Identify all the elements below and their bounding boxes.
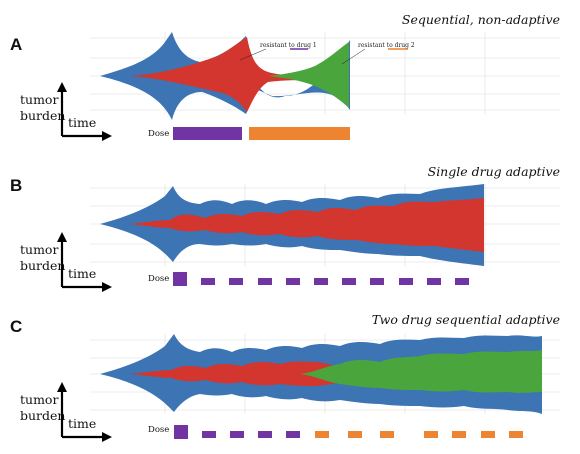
panel-c-dose-pulse-drug1 <box>286 431 300 438</box>
panel-c-y-label-1: tumor <box>20 392 58 407</box>
panel-c-letter: C <box>10 317 22 336</box>
panel-b-dose-pulse <box>427 278 441 285</box>
panel-a-resistant1-stream <box>130 37 318 112</box>
panel-b-dose-pulse <box>258 278 272 285</box>
panel-a-letter: A <box>10 35 22 54</box>
panel-c-dose-pulse-drug1 <box>202 431 216 438</box>
panel-a-axes <box>60 90 104 138</box>
panel-b-dose-pulse <box>342 278 356 285</box>
panel-b-y-arrow <box>57 232 67 242</box>
panel-b-dose-pulse <box>370 278 384 285</box>
panel-c-dose-pulse-drug2 <box>315 431 329 438</box>
panel-c-dose-pulse-drug2 <box>509 431 523 438</box>
panel-c-dose-pulse-drug2 <box>380 431 394 438</box>
panel-a-dose-drug2 <box>249 127 350 140</box>
panel-c-dose-pulse-drug1 <box>258 431 272 438</box>
panel-b-resistant1-stream <box>130 198 484 252</box>
panel-a-x-arrow <box>102 131 112 141</box>
panel-a-y-arrow <box>57 82 67 92</box>
panel-b-dose-pulse <box>286 278 300 285</box>
panel-a-dose-drug1 <box>173 127 242 140</box>
panel-c-dose-pulse-drug1 <box>230 431 244 438</box>
panel-a-resistant2-stream <box>268 42 349 108</box>
panel-a-title: Sequential, non-adaptive <box>402 12 560 27</box>
panel-a-y-label-2: burden <box>20 108 65 123</box>
panel-a: A Sequential, non-adaptive resistant to … <box>10 12 560 141</box>
panel-b-y-label-1: tumor <box>20 242 58 257</box>
panel-b-y-label-2: burden <box>20 258 65 273</box>
panel-c-dose-pulse-drug2 <box>481 431 495 438</box>
panel-a-x-label: time <box>68 115 96 130</box>
panel-c-y-arrow <box>57 382 67 392</box>
panel-a-y-label-1: tumor <box>20 92 58 107</box>
panel-b-dose-pulse <box>201 278 215 285</box>
panel-c-dose-blocks <box>174 425 523 439</box>
panel-b-axes <box>60 240 104 289</box>
panel-a-annotation-line-1 <box>239 48 267 61</box>
panel-b-dose-pulse <box>314 278 328 285</box>
panel-c-axes <box>60 390 104 439</box>
panel-b-x-label: time <box>68 266 96 281</box>
panel-a-annotation-2: resistant to drug 2 <box>358 42 415 49</box>
panel-b-x-arrow <box>102 282 112 292</box>
panel-c-dose-pulse-drug2 <box>424 431 438 438</box>
panel-b-dose-label: Dose <box>148 274 169 284</box>
panel-c-x-label: time <box>68 416 96 431</box>
panel-b-dose-pulse <box>455 278 469 285</box>
panel-a-annotation-1: resistant to drug 1 <box>260 42 317 49</box>
panel-c: C Two drug sequential adaptive tumor bur… <box>10 312 560 442</box>
panel-b-dose-pulse <box>173 272 187 286</box>
panel-b: B Single drug adaptive tumor burden time… <box>10 164 560 292</box>
panel-c-resistant2-stream <box>300 350 542 393</box>
panel-b-dose-pulse <box>229 278 243 285</box>
panel-c-dose-pulse-drug1 <box>174 425 188 439</box>
panel-c-dose-label: Dose <box>148 425 169 435</box>
panel-c-resistant1-stream <box>130 361 346 386</box>
panel-c-title: Two drug sequential adaptive <box>372 312 560 327</box>
panel-a-dose-label: Dose <box>148 129 169 139</box>
panel-b-dose-pulse <box>399 278 413 285</box>
panel-c-dose-pulse-drug2 <box>452 431 466 438</box>
panel-c-x-arrow <box>102 432 112 442</box>
panel-b-dose-blocks <box>173 272 469 286</box>
panel-c-dose-pulse-drug2 <box>348 431 362 438</box>
panel-a-annotation-line-2 <box>341 48 366 65</box>
panel-b-letter: B <box>10 176 22 195</box>
panel-b-title: Single drug adaptive <box>428 164 560 179</box>
panel-c-y-label-2: burden <box>20 408 65 423</box>
